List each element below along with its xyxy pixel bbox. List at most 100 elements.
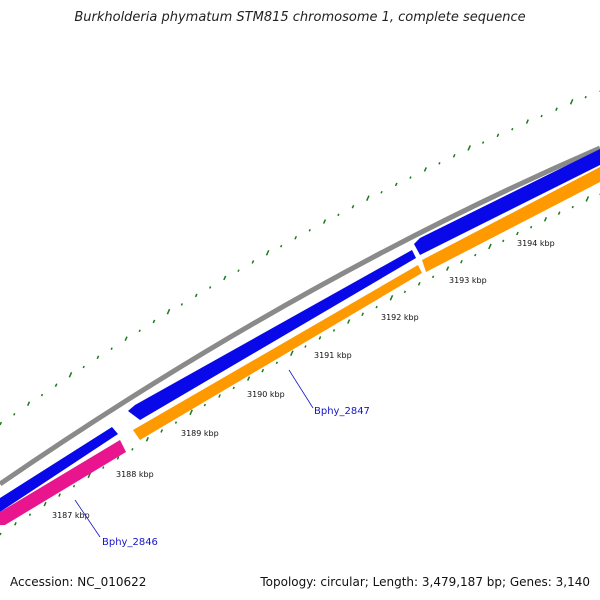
gc-tick-mark [488, 243, 492, 250]
gc-tick-mark [28, 513, 32, 516]
forward-gene-segment-2[interactable] [128, 250, 416, 420]
gc-tick-mark [82, 365, 85, 369]
gc-tick-mark [251, 260, 255, 264]
gc-tick-mark [110, 347, 113, 351]
gc-tick-mark [0, 532, 2, 536]
gc-tick-mark [460, 259, 463, 264]
tick-label-3190: 3190 kbp [247, 390, 285, 399]
gc-tick-mark [375, 305, 378, 309]
gc-tick-mark [189, 409, 193, 416]
gc-tick-mark [351, 204, 355, 209]
gene-bphy-2846-feature[interactable] [0, 440, 126, 525]
gc-tick-mark [237, 269, 240, 272]
gc-tick-mark [43, 501, 47, 507]
gc-tick-mark [446, 266, 450, 271]
gc-tick-mark [304, 345, 307, 348]
gc-tick-mark [423, 167, 427, 172]
gc-tick-mark [332, 329, 336, 332]
gc-tick-mark [166, 308, 171, 315]
gene-orange-feature-2[interactable] [422, 167, 600, 272]
gc-tick-mark [294, 235, 298, 240]
tick-label-3187: 3187 kbp [52, 511, 90, 520]
gc-tick-mark [138, 329, 141, 333]
topology-info-text: Topology: circular; Length: 3,479,187 bp… [260, 575, 590, 589]
gc-tick-mark [322, 219, 327, 224]
tick-label-3194: 3194 kbp [517, 239, 555, 248]
gc-tick-mark [337, 213, 340, 217]
gc-tick-mark [209, 286, 212, 289]
gc-tick-mark [194, 293, 198, 298]
gc-tick-mark [417, 281, 421, 286]
gc-tick-mark [232, 386, 235, 390]
gc-tick-mark [265, 249, 270, 256]
gc-tick-mark [180, 303, 184, 306]
gc-tick-mark [481, 141, 485, 144]
gc-tick-mark [290, 350, 294, 356]
gc-tick-mark [124, 336, 128, 341]
gc-tick-mark [403, 290, 407, 294]
gene-label-bphy-2847[interactable]: Bphy_2847 [314, 406, 370, 417]
gc-tick-mark [543, 217, 548, 222]
gc-tick-mark [26, 401, 31, 406]
gc-skew-track [0, 193, 600, 536]
gc-tick-mark [246, 376, 251, 381]
gc-tick-mark [40, 393, 44, 397]
tick-label-3189: 3189 kbp [181, 429, 219, 438]
gc-tick-mark [131, 448, 134, 451]
gc-tick-mark [529, 225, 533, 229]
gc-tick-mark [96, 355, 100, 360]
leader-line-bphy-2847 [288, 369, 314, 409]
gc-tick-mark [467, 145, 471, 151]
tick-label-3192: 3192 kbp [381, 313, 419, 322]
gc-tick-mark [584, 95, 587, 99]
gc-tick-mark [516, 231, 519, 236]
gc-tick-mark [431, 275, 435, 279]
gc-tick-mark [474, 253, 477, 257]
leader-line-bphy-2846 [74, 499, 101, 538]
tick-label-3188: 3188 kbp [116, 470, 154, 479]
gc-tick-mark [280, 244, 283, 248]
gc-tick-mark [261, 368, 265, 373]
tick-label-3193: 3193 kbp [449, 276, 487, 285]
gc-tick-mark [102, 466, 105, 469]
gene-label-bphy-2846[interactable]: Bphy_2846 [102, 537, 158, 548]
gene-bphy-2847-feature[interactable] [133, 265, 422, 440]
gc-tick-mark [152, 319, 156, 324]
gc-tick-mark [218, 394, 221, 398]
gc-tick-mark [308, 229, 311, 232]
gc-tick-mark [585, 196, 590, 202]
gc-tick-mark [389, 295, 394, 301]
gc-tick-mark [438, 162, 441, 165]
gc-tick-mark [203, 403, 207, 407]
gc-tick-mark [496, 133, 500, 138]
gc-tick-mark [14, 521, 17, 526]
gc-tick-mark [145, 437, 149, 442]
gc-tick-mark [347, 319, 351, 324]
gc-content-track [0, 90, 600, 426]
tick-label-3191: 3191 kbp [314, 351, 352, 360]
gc-tick-mark [525, 119, 529, 124]
gc-tick-mark [380, 190, 383, 194]
gc-tick-mark [160, 429, 164, 433]
accession-text: Accession: NC_010622 [10, 575, 147, 589]
gc-tick-mark [452, 154, 456, 158]
gc-tick-mark [174, 421, 178, 424]
gc-tick-mark [72, 484, 76, 488]
gc-tick-mark [318, 336, 322, 340]
forward-gene-segment-1[interactable] [0, 427, 118, 512]
gc-tick-mark [409, 176, 412, 179]
gc-tick-mark [223, 275, 227, 281]
gc-tick-mark [275, 361, 278, 365]
map-title: Burkholderia phymatum STM815 chromosome … [74, 10, 526, 25]
gc-tick-mark [361, 312, 364, 317]
gc-tick-mark [555, 107, 558, 111]
forward-gene-segment-3[interactable] [414, 149, 600, 255]
backbone-line [0, 145, 600, 487]
gc-tick-mark [116, 456, 120, 460]
gc-tick-mark [502, 239, 505, 243]
gc-tick-mark [569, 99, 574, 105]
gc-tick-mark [571, 205, 574, 209]
gc-tick-mark [557, 211, 561, 215]
